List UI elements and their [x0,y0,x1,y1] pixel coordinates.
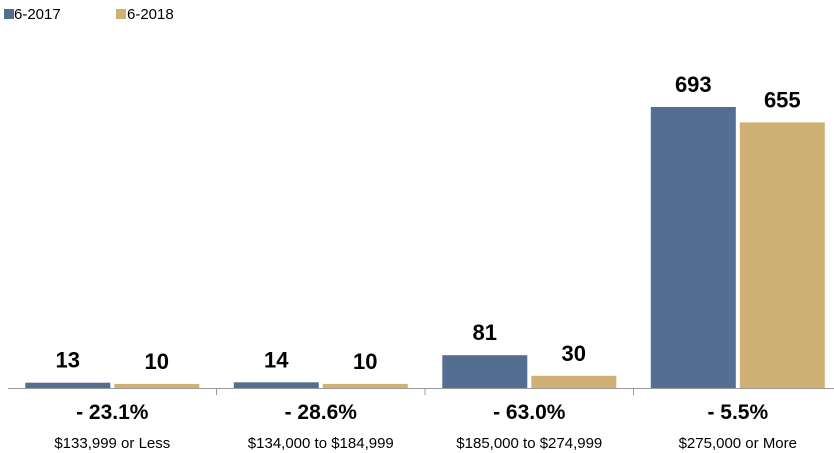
bar-6-2018-133-999-or-less [114,383,200,388]
bar-6-2017-133-999-or-less [25,382,111,388]
value-label-6-2018-134-000-to-184-999: 10 [353,349,377,374]
bar-6-2018-275-000-or-more [739,122,825,389]
category-label-275-000-or-more: $275,000 or More [679,435,797,452]
value-label-6-2018-133-999-or-less: 10 [145,349,169,374]
value-label-6-2018-185-000-to-274-999: 30 [562,341,586,366]
category-label-185-000-to-274-999: $185,000 to $274,999 [456,435,602,452]
category-label-133-999-or-less: $133,999 or Less [54,435,170,452]
bar-6-2017-275-000-or-more [650,107,736,388]
change-label-185-000-to-274-999: - 63.0% [493,401,566,424]
change-label-134-000-to-184-999: - 28.6% [285,401,358,424]
change-label-275-000-or-more: - 5.5% [707,401,768,424]
legend-swatch-6-2018 [116,9,126,19]
chart-legend: 6-2017 6-2018 [4,6,174,23]
value-label-6-2017-185-000-to-274-999: 81 [473,320,497,345]
value-label-6-2017-275-000-or-more: 693 [675,72,712,97]
value-label-6-2017-133-999-or-less: 13 [56,348,80,373]
value-label-6-2018-275-000-or-more: 655 [764,87,801,112]
change-label-133-999-or-less: - 23.1% [76,401,149,424]
category-label-134-000-to-184-999: $134,000 to $184,999 [248,435,394,452]
plot-area: 13 10 14 10 81 30 693 655 [25,72,825,389]
bar-6-2018-185-000-to-274-999 [531,375,617,388]
value-label-6-2017-134-000-to-184-999: 14 [264,347,289,372]
bar-6-2017-134-000-to-184-999 [233,382,319,388]
bar-6-2018-134-000-to-184-999 [322,383,408,388]
bar-6-2017-185-000-to-274-999 [442,355,528,388]
x-axis: - 23.1% $133,999 or Less - 28.6% $134,000 t… [8,388,834,452]
legend-swatch-6-2017 [4,9,14,19]
legend-label-6-2017: 6-2017 [14,6,61,23]
legend-label-6-2018: 6-2018 [127,6,174,23]
